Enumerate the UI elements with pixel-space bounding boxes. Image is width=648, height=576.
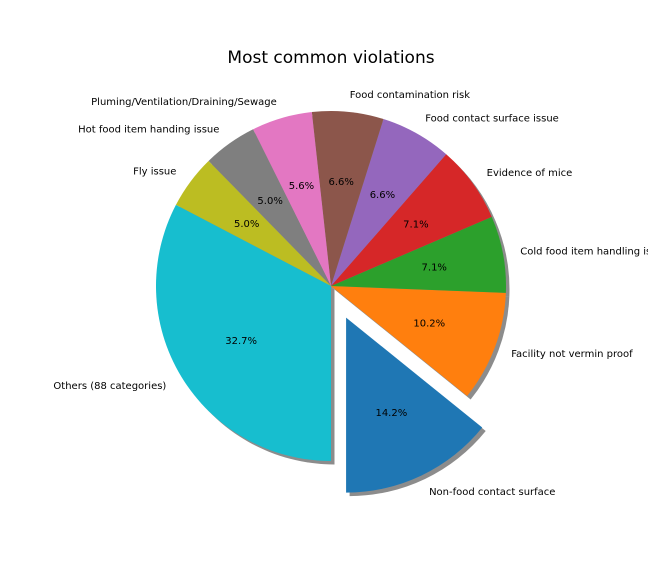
wedge-fly-issue [175, 161, 331, 286]
pie-labels: 14.2% Non-food contact surface 10.2% Facili… [53, 90, 648, 498]
category-label-cold-food-item-handling-issue: Cold food item handling issue [520, 246, 648, 257]
pct-label-non-food-contact-surface: 14.2% [375, 408, 407, 419]
category-label-fly-issue: Fly issue [133, 167, 176, 178]
pct-label-cold-food-item-handling-issue: 7.1% [422, 262, 447, 273]
wedge-non-food-contact-surface [346, 317, 483, 493]
pie-wedges [155, 111, 506, 493]
category-label-facility-not-vermin-proof: Facility not vermin proof [511, 349, 633, 360]
chart-title: Most common violations [227, 48, 434, 68]
pct-label-hot-food-item-handing-issue: 5.0% [257, 196, 282, 207]
wedge-food-contamination-risk [311, 111, 384, 286]
pct-label-pluming-ventilation-draining-sewage: 5.6% [289, 181, 314, 192]
wedge-pluming-ventilation-draining-sewage [253, 112, 331, 287]
category-label-evidence-of-mice: Evidence of mice [487, 168, 573, 179]
wedge-hot-food-item-handing-issue [208, 129, 331, 286]
pct-label-fly-issue: 5.0% [234, 219, 259, 230]
pct-label-food-contamination-risk: 6.6% [328, 177, 353, 188]
category-label-pluming-ventilation-draining-sewage: Pluming/Ventilation/Draining/Sewage [91, 97, 277, 108]
category-label-hot-food-item-handing-issue: Hot food item handing issue [78, 125, 219, 136]
pct-label-evidence-of-mice: 7.1% [403, 220, 428, 231]
wedge-cold-food-item-handling-issue [331, 216, 506, 293]
category-label-others-88-categories: Others (88 categories) [53, 381, 166, 392]
wedge-facility-not-vermin-proof [331, 286, 506, 396]
pct-label-food-contact-surface-issue: 6.6% [370, 190, 395, 201]
category-label-food-contamination-risk: Food contamination risk [350, 90, 471, 101]
pct-label-facility-not-vermin-proof: 10.2% [413, 318, 445, 329]
category-label-food-contact-surface-issue: Food contact surface issue [425, 114, 559, 125]
wedge-others-88-categories [155, 204, 331, 462]
wedge-evidence-of-mice [331, 154, 492, 286]
pct-label-others-88-categories: 32.7% [225, 336, 257, 347]
wedge-food-contact-surface-issue [331, 119, 447, 286]
category-label-non-food-contact-surface: Non-food contact surface [429, 487, 555, 498]
